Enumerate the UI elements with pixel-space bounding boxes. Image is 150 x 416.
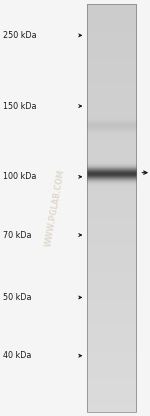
Text: 40 kDa: 40 kDa bbox=[3, 351, 31, 360]
Text: WWW.PGLAB.COM: WWW.PGLAB.COM bbox=[44, 168, 67, 248]
Text: 250 kDa: 250 kDa bbox=[3, 31, 37, 40]
Text: 70 kDa: 70 kDa bbox=[3, 230, 31, 240]
Text: 50 kDa: 50 kDa bbox=[3, 293, 31, 302]
Bar bbox=[87, 4, 136, 412]
Text: 100 kDa: 100 kDa bbox=[3, 172, 36, 181]
Text: 150 kDa: 150 kDa bbox=[3, 102, 36, 111]
